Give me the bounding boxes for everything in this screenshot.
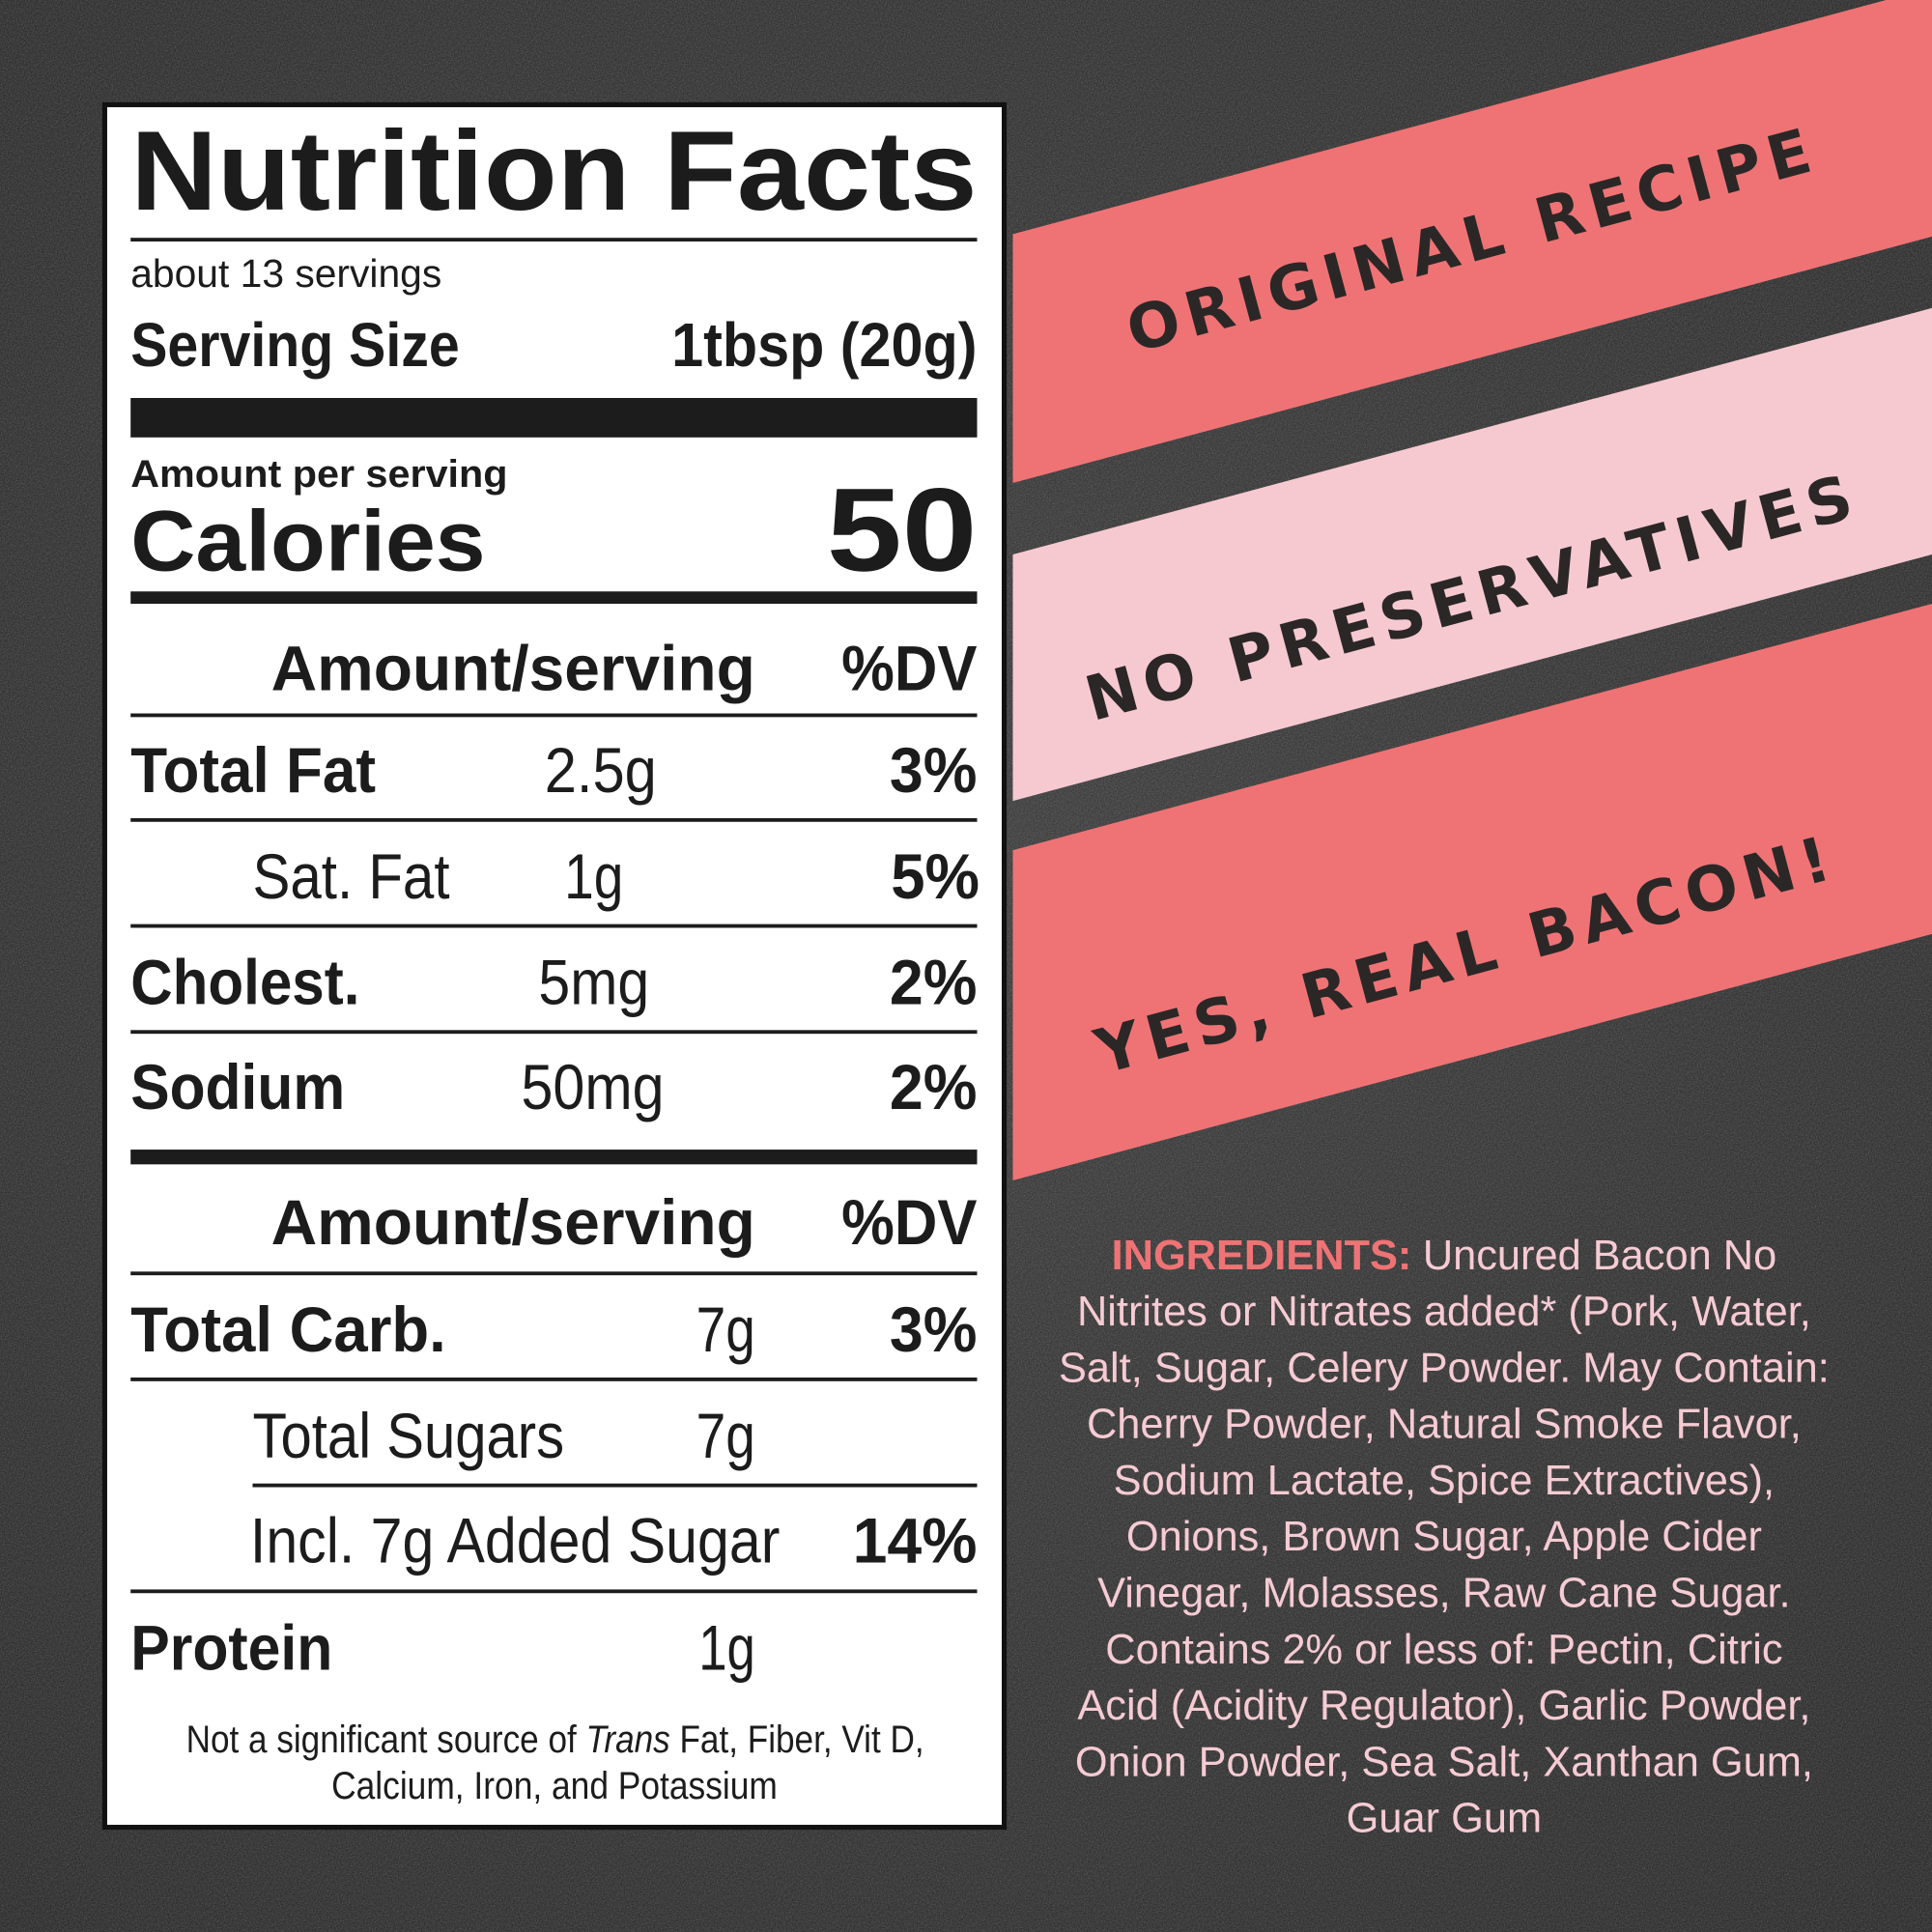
ingredients-line: Vinegar, Molasses, Raw Cane Sugar. (1097, 1571, 1790, 1617)
nutrient-amount: 7g (696, 1401, 755, 1472)
ingredients-label: INGREDIENTS: (1112, 1233, 1412, 1279)
nutrient-name: Sodium (130, 1052, 345, 1123)
footnote-text: Not a significant source of (186, 1719, 586, 1761)
nutrient-name: Incl. 7g Added Sugar (250, 1505, 780, 1577)
nutrient-name: Total Carb. (130, 1294, 446, 1366)
nutrient-dv: 14% (853, 1505, 978, 1577)
rule (130, 817, 978, 822)
ingredients-line: Nitrites or Nitrates added* (Pork, Water… (1077, 1289, 1811, 1335)
nutrient-amount: 7g (696, 1294, 755, 1366)
nutrient-dv: 3% (890, 1294, 978, 1366)
servings: about 13 servings (130, 251, 441, 296)
ingredients-line: Sodium Lactate, Spice Extractives), (1114, 1458, 1775, 1504)
label-title: Nutrition Facts (130, 107, 977, 234)
ingredients-line: Cherry Powder, Natural Smoke Flavor, (1087, 1402, 1802, 1448)
calories: 50 (827, 464, 978, 596)
column-dv: %DV (841, 633, 977, 704)
nutrient-dv: 3% (890, 735, 978, 807)
column-dv: %DV (841, 1187, 977, 1259)
amount-per-serving: Amount per serving (130, 453, 507, 496)
nutrient-name: Protein (130, 1612, 332, 1684)
banner-stripe (1012, 307, 1932, 802)
label-panel (101, 101, 1008, 1831)
rule (130, 1030, 978, 1035)
ingredients-line: Salt, Sugar, Celery Powder. May Contain: (1059, 1345, 1830, 1391)
nutrient-name: Total Sugars (252, 1401, 564, 1472)
ingredients-text: Uncured Bacon No (1423, 1233, 1776, 1279)
calories-label: Calories (130, 493, 485, 589)
ingredients-line: Guar Gum (1347, 1796, 1542, 1842)
ingredients-line: Contains 2% or less of: Pectin, Citric (1105, 1627, 1782, 1673)
column-amount: Amount/serving (271, 1187, 755, 1259)
nutrient-amount: 1g (698, 1612, 755, 1684)
thick-rule (130, 1150, 978, 1165)
footnote: Not a significant source of Trans Fat, F… (186, 1719, 924, 1761)
nutrient-amount: 1g (564, 841, 623, 913)
serving-size: 1tbsp (20g) (671, 310, 977, 380)
ingredients-line: Acid (Acidity Regulator), Garlic Powder, (1077, 1683, 1810, 1729)
nutrient-name: Cholest. (130, 948, 359, 1019)
nutrient-amount: 2.5g (545, 735, 657, 807)
rule (130, 1378, 978, 1381)
rule (130, 713, 978, 718)
rule (252, 1483, 978, 1488)
ingredients-line: Onions, Brown Sugar, Apple Cider (1126, 1514, 1762, 1560)
nutrient-name: Total Fat (130, 735, 376, 807)
banner-stripe (1012, 0, 1932, 483)
nutrient-dv: 2% (890, 1052, 978, 1123)
rule (130, 238, 978, 242)
footnote-text: Fat, Fiber, Vit D, (670, 1719, 924, 1761)
ingredients-line: Onion Powder, Sea Salt, Xanthan Gum, (1075, 1739, 1813, 1785)
footnote: Calcium, Iron, and Potassium (331, 1765, 778, 1807)
banner-stripe (1012, 604, 1932, 1180)
thick-rule (130, 397, 978, 438)
rule (130, 1589, 978, 1594)
ingredients: INGREDIENTS: Uncured Bacon No Nitrites or… (1059, 1233, 1830, 1842)
nutrient-name: Sat. Fat (252, 841, 449, 913)
nutrient-amount: 50mg (522, 1052, 665, 1123)
thick-rule (130, 591, 978, 604)
serving-size-label: Serving Size (130, 310, 460, 380)
column-amount: Amount/serving (271, 633, 755, 704)
ingredients-line: INGREDIENTS: Uncured Bacon No (1112, 1233, 1777, 1279)
rule (130, 1271, 978, 1276)
footnote-italic: Trans (586, 1719, 670, 1761)
nutrient-dv: 2% (890, 948, 978, 1019)
nutrient-dv: 5% (891, 841, 980, 913)
rule (130, 923, 978, 928)
nutrient-amount: 5mg (538, 948, 649, 1019)
